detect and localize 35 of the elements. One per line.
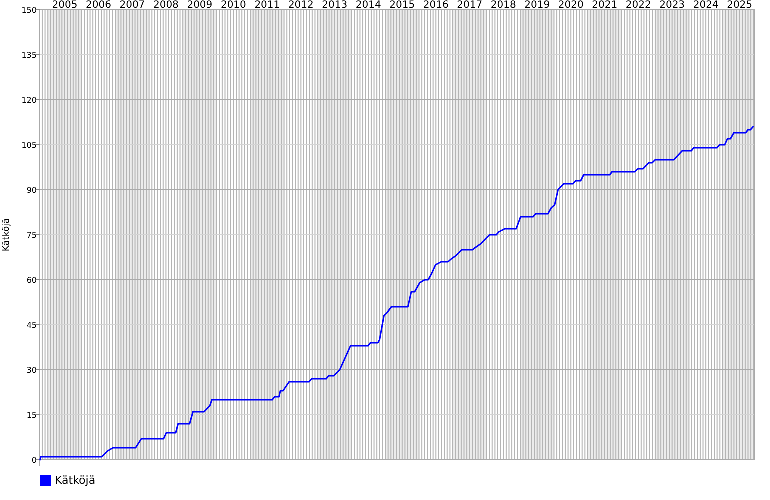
x-tick-label: 2020 (558, 0, 584, 11)
x-tick-label: 2021 (592, 0, 618, 11)
y-tick-label: 0 (32, 456, 37, 465)
y-tick-label: 150 (22, 6, 37, 15)
x-tick-label: 2014 (356, 0, 382, 11)
x-tick-label: 2005 (52, 0, 78, 11)
y-tick-label: 135 (22, 50, 37, 60)
x-tick-label: 2013 (322, 0, 348, 11)
y-tick-label: 15 (26, 410, 37, 420)
x-tick-label: 2011 (254, 0, 280, 11)
y-tick-label: 30 (26, 366, 37, 375)
line-series (40, 126, 754, 461)
x-tick-label: 2017 (457, 0, 483, 11)
x-tick-label: 2010 (220, 0, 246, 11)
y-tick-label: 120 (22, 96, 37, 105)
x-tick-label: 2018 (490, 0, 516, 11)
y-tick-label: 45 (26, 320, 37, 330)
x-tick-label: 2016 (423, 0, 449, 11)
x-tick-label: 2007 (120, 0, 146, 11)
x-tick-label: 2009 (187, 0, 213, 11)
y-tick-label: 105 (22, 140, 37, 150)
x-tick-label: 2023 (660, 0, 686, 11)
x-tick-label: 2022 (626, 0, 652, 11)
x-tick-label: 2019 (524, 0, 550, 11)
x-tick-label: 2024 (693, 0, 719, 11)
y-tick-label: 60 (26, 276, 37, 285)
x-tick-label: 2025 (727, 0, 753, 11)
x-tick-label: 2008 (153, 0, 179, 11)
y-tick-label: 90 (26, 186, 37, 195)
y-axis-title: Kätköjä (2, 218, 12, 252)
x-tick-label: 2012 (288, 0, 314, 11)
legend-label: Kätköjä (55, 474, 96, 487)
x-tick-label: 2015 (390, 0, 416, 11)
x-tick-label: 2006 (86, 0, 112, 11)
y-tick-label: 75 (26, 230, 37, 240)
